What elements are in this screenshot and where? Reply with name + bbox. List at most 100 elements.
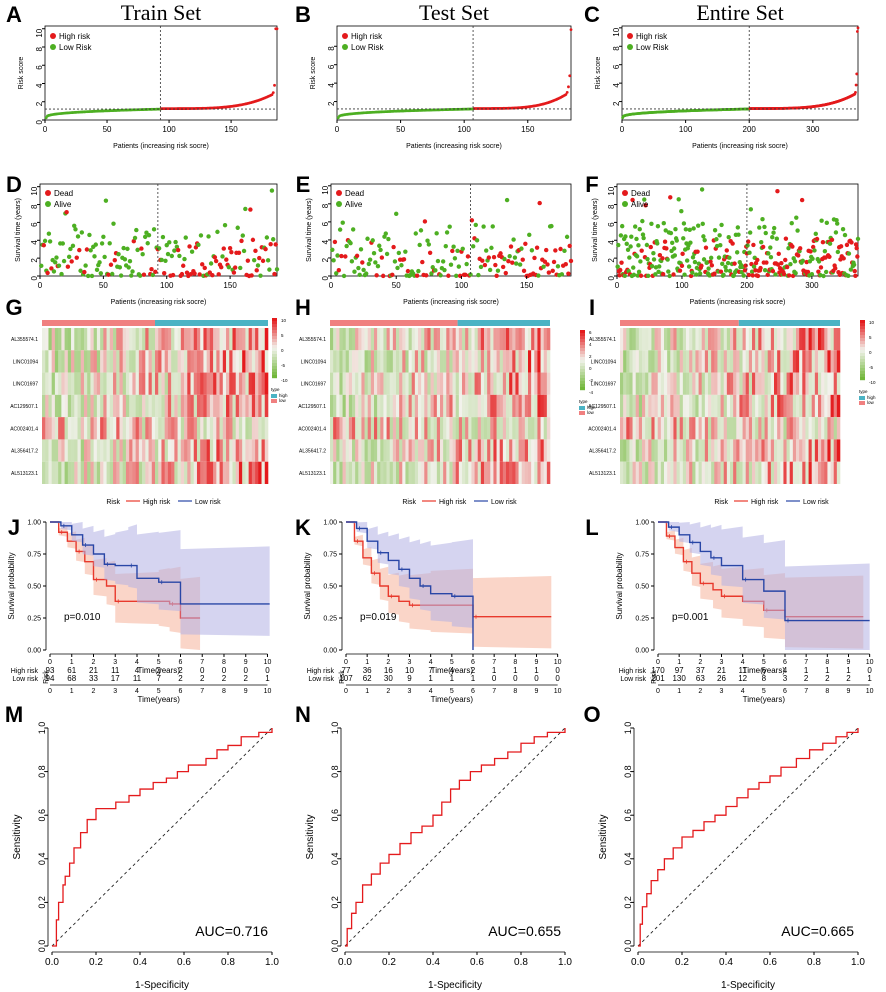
survival-point [350, 227, 356, 232]
heatmap-cell [645, 328, 649, 351]
heatmap-cell [443, 417, 447, 440]
heatmap-cell [761, 350, 765, 373]
heatmap-cell [458, 417, 463, 440]
heatmap-cell [440, 461, 444, 484]
heatmap-cell [264, 328, 269, 351]
survival-point [47, 239, 53, 244]
type-bar-low [330, 320, 458, 326]
heatmap-cell [701, 439, 706, 462]
heatmap-cell [487, 350, 491, 373]
heatmap-cell [54, 372, 59, 395]
survival-point [712, 228, 718, 233]
heatmap-cell [487, 461, 491, 484]
heatmap-cell [125, 350, 130, 373]
survival-point [46, 231, 52, 236]
survival-point [238, 265, 243, 271]
heatmap-cell [783, 417, 787, 440]
heatmap-cell [93, 417, 98, 440]
colorbar-step [580, 360, 585, 364]
heatmap-cell [61, 394, 65, 418]
heatmap-cell [802, 417, 806, 440]
heatmap-cell [742, 439, 747, 462]
heatmap-cell [462, 394, 466, 418]
heatmap-cell [261, 439, 266, 462]
heatmap-cell [67, 394, 72, 418]
heatmap-cell [200, 461, 204, 484]
heatmap-cell [74, 394, 78, 418]
heatmap-cell [42, 372, 46, 395]
heatmap-cell [164, 328, 169, 351]
heatmap-cell [752, 328, 756, 351]
survival-point [771, 230, 776, 235]
heatmap-cell [509, 461, 513, 484]
legend-high-label: High risk [143, 499, 171, 506]
heatmap-cell [342, 372, 347, 395]
survival-point [720, 261, 725, 266]
heatmap-cell [499, 328, 504, 351]
heatmap-cell [67, 372, 72, 395]
heatmap-cell [122, 417, 127, 440]
heatmap-cell [493, 328, 497, 351]
heatmap-cell [402, 328, 406, 351]
survival-point [512, 255, 518, 260]
heatmap-cell [692, 394, 696, 418]
heatmap-cell [206, 372, 211, 395]
heatmap-cell [509, 350, 513, 373]
heatmap-cell [465, 372, 469, 395]
heatmap-cell [701, 394, 706, 418]
heatmap-cell [487, 394, 491, 418]
heatmap-cell [689, 439, 693, 462]
survival-point [487, 267, 493, 273]
heatmap-cell [67, 417, 72, 440]
heatmap-cell [689, 417, 693, 440]
heatmap-cell [484, 350, 488, 373]
heatmap-cell [796, 439, 800, 462]
y-tick-label: 1.0 [330, 722, 340, 735]
survival-point [434, 231, 439, 236]
heatmap-cell [670, 328, 674, 351]
heatmap-cell [777, 394, 781, 418]
heatmap-cell [436, 439, 441, 462]
heatmap-cell [509, 372, 513, 395]
heatmap-cell [213, 394, 217, 418]
survival-point [657, 264, 662, 269]
heatmap-cell [45, 417, 49, 440]
heatmap-cell [496, 394, 501, 418]
heatmap-cell [667, 372, 671, 395]
survival-point [618, 267, 623, 273]
heatmap-cell [487, 372, 491, 395]
risk-table-low-cell: 2 [178, 674, 183, 683]
heatmap-cell [238, 350, 243, 373]
survival-point [768, 255, 774, 260]
colorbar-step [860, 359, 865, 363]
y-tick-label: 0.0 [623, 940, 633, 953]
heatmap-cell [440, 372, 444, 395]
y-tick-label: 0.4 [37, 853, 47, 866]
heatmap-cell [352, 328, 356, 351]
heatmap-cell [184, 439, 188, 462]
heatmap-cell [660, 439, 665, 462]
heatmap-cell [414, 394, 419, 418]
heatmap-cell [632, 439, 637, 462]
heatmap-cell [679, 350, 684, 373]
heatmap-cell [742, 461, 747, 484]
heatmap-cell [642, 372, 646, 395]
heatmap-cell [193, 461, 198, 484]
heatmap-cell [145, 372, 149, 395]
panel-title: Entire Set [696, 0, 783, 25]
survival-point [427, 250, 433, 256]
heatmap-cell [811, 328, 816, 351]
heatmap-cell [77, 461, 82, 484]
x-tick-label: 0.2 [382, 957, 396, 968]
y-tick-label: 0.6 [623, 809, 633, 822]
heatmap-cell [642, 439, 646, 462]
legend-title: Risk [106, 499, 120, 506]
survival-point [618, 233, 624, 238]
heatmap-cell [177, 328, 182, 351]
heatmap-cell [758, 328, 762, 351]
heatmap-cell [386, 328, 391, 351]
heatmap-cell [629, 439, 633, 462]
survival-point [695, 223, 701, 228]
heatmap-cell [528, 372, 532, 395]
y-tick-label: 10 [321, 185, 330, 194]
